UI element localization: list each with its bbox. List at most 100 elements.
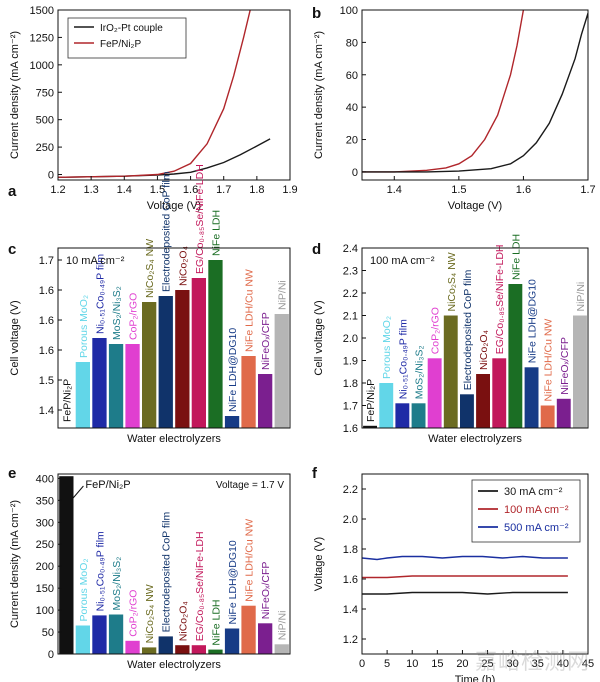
x-tick-label: 30 xyxy=(507,658,519,670)
y-tick-label: 0 xyxy=(352,167,358,179)
y-tick-label: 1.7 xyxy=(343,401,358,413)
bar-nifeox xyxy=(258,374,273,428)
bar-label: Ni₀.₅₁Co₀.₄₉P film xyxy=(94,531,106,611)
bar-label: Ni₀.₅₁Co₀.₄₉P film xyxy=(397,319,409,399)
bar-label: NiFe LDH/Cu NW xyxy=(543,319,555,402)
panel-f: f 1.2 1.4 1.6 1.8 2.0 2.2 Voltage (V) 0 5 10 15 20 25… xyxy=(312,465,594,682)
y-tick-label: 1.5 xyxy=(39,375,54,387)
bar-pureMoO2 xyxy=(75,362,90,428)
y-axis-label: Voltage (V) xyxy=(313,537,325,591)
bar-label: NiFe LDH xyxy=(210,600,222,646)
bar-label: NiFe LDH xyxy=(510,234,522,280)
bar-label: Porous MoO₂ xyxy=(381,316,393,379)
y-tick-label: 1500 xyxy=(30,5,54,17)
bar-egco xyxy=(191,278,206,428)
bar-label: NiFe LDH@DG10 xyxy=(527,279,539,363)
bar-label: NiCo₂S₄ NW xyxy=(446,252,458,311)
bar-nico2o4 xyxy=(175,645,190,654)
bar-pureMoO2 xyxy=(379,383,394,428)
legend-box xyxy=(67,17,187,59)
panel-letter: f xyxy=(312,465,318,482)
bar-nico2o4 xyxy=(476,374,490,428)
bar-nife_cu xyxy=(241,356,256,428)
bar-label: NiP/Ni xyxy=(277,611,289,641)
bar-label-pointer xyxy=(71,485,84,501)
bar-label: NiFe LDH@DG10 xyxy=(227,328,239,412)
bar-cop2 xyxy=(125,344,140,428)
bar-nico_p xyxy=(395,403,410,429)
bar-label: CoP₂/rGO xyxy=(128,293,140,340)
y-tick-label: 1.6 xyxy=(39,345,54,357)
bar-mos2 xyxy=(108,344,124,428)
bar-label: MoS₂/Ni₃S₂ xyxy=(414,345,426,399)
y-tick-label: 150 xyxy=(36,583,54,595)
bar-nife_cu xyxy=(241,605,256,654)
panel-letter: b xyxy=(312,5,321,22)
y-tick-label: 750 xyxy=(36,87,54,99)
x-tick-label: 1.3 xyxy=(83,184,98,196)
bar-label: Ni₀.₅₁Co₀.₄₉P film xyxy=(94,254,106,334)
x-tick-label: 1.7 xyxy=(580,184,595,196)
x-tick-label: 0 xyxy=(359,658,365,670)
y-tick-label: 2.1 xyxy=(343,311,358,323)
x-tick-label: 15 xyxy=(431,658,443,670)
panel-letter: a xyxy=(8,183,17,200)
y-tick-label: 400 xyxy=(36,473,54,485)
y-axis-label: Current density (mA cm⁻²) xyxy=(313,31,325,159)
x-tick-label: 45 xyxy=(582,658,594,670)
y-axis-label: Cell voltage (V) xyxy=(9,300,21,375)
bar-nico2s4 xyxy=(443,315,458,428)
bar-nico2s4 xyxy=(142,647,157,654)
y-tick-label: 1.8 xyxy=(343,544,358,556)
series-line-red xyxy=(362,10,525,173)
y-tick-label: 300 xyxy=(36,517,54,529)
bar-label: NiFe LDH/Cu NW xyxy=(244,269,256,352)
panel-e: e FeP/Ni₂P Porous MoO₂ Ni₀.₅₁Co₀.₄₉P film Mo… xyxy=(8,465,291,671)
panel-c: c FeP/Ni₂P Porous MoO₂ Ni₀.₅₁Co₀.₄₉P film Mo… xyxy=(8,164,291,445)
bar-label: Electrodeposited CoP film xyxy=(462,269,474,390)
series-line-black xyxy=(362,591,568,595)
legend-label: 30 mA cm⁻² xyxy=(504,486,563,498)
y-tick-label: 20 xyxy=(346,135,358,147)
y-tick-label: 2.2 xyxy=(343,484,358,496)
y-tick-label: 2.3 xyxy=(343,266,358,278)
bar-nico_p xyxy=(92,338,107,428)
y-tick-label: 250 xyxy=(36,539,54,551)
x-tick-label: 1.5 xyxy=(150,184,165,196)
y-tick-label: 1.6 xyxy=(39,285,54,297)
bar-label: Electrodeposited CoP film xyxy=(161,512,173,633)
panel-b: b 0 20 40 60 80 100 Current density (mA cm⁻²) 1.… xyxy=(312,5,596,212)
bar-label: EG/Co₀.₈₅Se/NiFe-LDH xyxy=(194,531,206,641)
bar-label: EG/Co₀.₈₅Se/NiFe-LDH xyxy=(194,164,206,274)
bar-nife_dg10 xyxy=(524,367,539,429)
y-tick-label: 1.2 xyxy=(343,634,358,646)
x-axis-label: Voltage (V) xyxy=(147,200,201,212)
bar-label: NiFe LDH xyxy=(210,210,222,256)
bar-label: FeP/Ni₂P xyxy=(365,379,377,422)
legend-label: IrO₂-Pt couple xyxy=(100,23,163,34)
bar-cop2 xyxy=(125,640,140,654)
bar-label: Electrodeposited CoP film xyxy=(161,171,173,292)
y-tick-label: 1.4 xyxy=(39,405,54,417)
x-tick-label: 1.2 xyxy=(50,184,65,196)
bar-label: FeP/Ni₂P xyxy=(85,479,130,491)
x-tick-label: 1.6 xyxy=(516,184,531,196)
y-tick-label: 250 xyxy=(36,142,54,154)
x-axis-label: Time (h) xyxy=(455,674,496,682)
x-tick-label: 5 xyxy=(384,658,390,670)
plot-frame xyxy=(57,247,291,429)
bar-nico2s4 xyxy=(142,302,157,428)
x-tick-label: 1.4 xyxy=(117,184,132,196)
y-tick-label: 1.6 xyxy=(39,315,54,327)
bar-nipni xyxy=(274,644,289,654)
bar-nife_cu xyxy=(540,405,555,428)
y-tick-label: 1.6 xyxy=(343,423,358,435)
bar-electrocop xyxy=(158,296,173,428)
panel-letter: e xyxy=(8,465,16,482)
bar-nife xyxy=(208,260,223,428)
bar-label: NiFeOₓ/CFP xyxy=(260,312,272,370)
x-axis-label: Water electrolyzers xyxy=(127,433,221,445)
bar-label: Porous MoO₂ xyxy=(78,558,90,621)
x-axis-label: Voltage (V) xyxy=(448,200,502,212)
